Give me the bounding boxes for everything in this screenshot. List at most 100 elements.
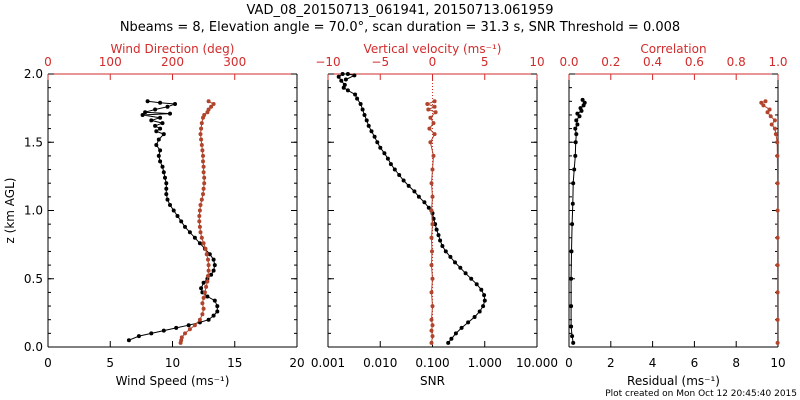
- data-point-black: [570, 201, 575, 206]
- data-point-black: [434, 227, 439, 232]
- data-point-brown: [759, 100, 764, 105]
- data-point-black: [174, 325, 179, 330]
- data-point-black: [212, 298, 217, 303]
- y-tick-label: 2.0: [24, 67, 43, 81]
- data-point-brown: [430, 304, 435, 309]
- data-point-black: [422, 200, 427, 205]
- data-point-black: [143, 110, 148, 115]
- data-point-black: [355, 96, 360, 101]
- data-point-black: [164, 181, 169, 186]
- data-point-brown: [427, 126, 432, 131]
- data-point-brown: [426, 107, 431, 112]
- data-point-brown: [204, 252, 209, 257]
- data-point-black: [140, 113, 145, 117]
- data-point-brown: [201, 170, 206, 175]
- series-line-black: [128, 100, 218, 341]
- data-point-black: [156, 153, 161, 158]
- data-point-black: [163, 175, 167, 180]
- data-point-black: [161, 132, 166, 137]
- data-point-black: [161, 328, 166, 333]
- data-point-brown: [431, 153, 436, 158]
- data-point-black: [453, 331, 458, 336]
- x-top-tick-label: 0.8: [727, 55, 746, 69]
- data-point-black: [385, 156, 390, 161]
- data-point-black: [215, 304, 220, 309]
- x-top-tick-label: 0.4: [643, 55, 662, 69]
- x-bottom-tick-label: 0.100: [415, 356, 449, 370]
- data-point-brown: [202, 181, 207, 186]
- data-point-brown: [432, 132, 437, 137]
- x-top-tick-label: −10: [315, 55, 340, 69]
- x-bottom-tick-label: 0.010: [363, 356, 397, 370]
- data-point-brown: [201, 153, 205, 158]
- data-point-black: [158, 115, 163, 120]
- data-point-brown: [197, 224, 202, 229]
- data-point-black: [397, 173, 402, 177]
- x-top-axis-label: Vertical velocity (ms⁻¹): [364, 42, 502, 56]
- data-point-black: [175, 214, 180, 218]
- data-point-black: [453, 260, 457, 265]
- y-tick-label: 0.0: [24, 340, 43, 354]
- series-line-black: [570, 99, 586, 343]
- data-point-black: [345, 88, 350, 93]
- data-point-black: [378, 145, 383, 150]
- x-bottom-tick-label: 10: [165, 356, 180, 370]
- data-point-brown: [775, 208, 780, 213]
- data-point-brown: [201, 241, 206, 246]
- data-point-black: [469, 276, 474, 281]
- data-point-black: [446, 340, 451, 345]
- data-point-black: [211, 257, 216, 262]
- data-point-brown: [198, 230, 203, 235]
- data-point-black: [575, 122, 580, 127]
- data-point-black: [573, 140, 578, 145]
- data-point-black: [339, 78, 344, 83]
- x-top-tick-label: 0.2: [601, 55, 620, 69]
- data-point-black: [481, 304, 486, 309]
- data-point-brown: [772, 118, 777, 123]
- data-point-black: [571, 340, 576, 345]
- figure-title-line2: Nbeams = 8, Elevation angle = 70.0°, sca…: [119, 20, 681, 35]
- y-tick-label: 1.0: [24, 204, 43, 218]
- x-bottom-tick-label: 8: [732, 356, 740, 370]
- x-top-tick-label: 200: [161, 55, 184, 69]
- data-point-black: [582, 100, 587, 105]
- data-point-black: [375, 140, 380, 145]
- data-point-black: [572, 167, 577, 172]
- data-point-black: [577, 114, 582, 119]
- data-point-brown: [772, 126, 777, 131]
- data-point-brown: [429, 235, 434, 240]
- data-point-black: [345, 72, 350, 76]
- data-point-black: [575, 111, 580, 116]
- data-point-brown: [197, 214, 202, 218]
- data-point-black: [406, 183, 411, 188]
- data-point-brown: [201, 159, 205, 164]
- x-top-tick-label: 0.6: [685, 55, 704, 69]
- data-point-brown: [428, 115, 433, 120]
- data-point-black: [364, 118, 369, 123]
- data-point-black: [145, 99, 150, 104]
- data-point-black: [353, 92, 358, 97]
- data-point-brown: [429, 290, 434, 295]
- data-point-brown: [433, 110, 438, 115]
- data-point-black: [165, 104, 170, 109]
- data-point-brown: [206, 107, 211, 112]
- data-point-black: [362, 113, 367, 117]
- data-point-black: [443, 249, 448, 254]
- data-point-brown: [425, 102, 430, 106]
- data-point-brown: [201, 306, 206, 311]
- data-point-black: [569, 276, 574, 281]
- data-point-brown: [209, 104, 214, 109]
- data-point-brown: [763, 99, 768, 104]
- plot-created-footer: Plot created on Mon Oct 12 20:45:40 2015: [605, 389, 797, 399]
- data-point-brown: [775, 340, 780, 345]
- x-top-tick-label: 0.0: [559, 55, 578, 69]
- data-point-black: [192, 235, 197, 240]
- data-point-brown: [206, 274, 210, 278]
- data-point-brown: [430, 276, 435, 281]
- data-point-brown: [201, 186, 206, 191]
- data-point-black: [360, 107, 365, 112]
- data-point-brown: [198, 132, 203, 137]
- data-point-black: [392, 167, 397, 172]
- data-point-black: [165, 197, 170, 202]
- data-point-black: [382, 151, 387, 156]
